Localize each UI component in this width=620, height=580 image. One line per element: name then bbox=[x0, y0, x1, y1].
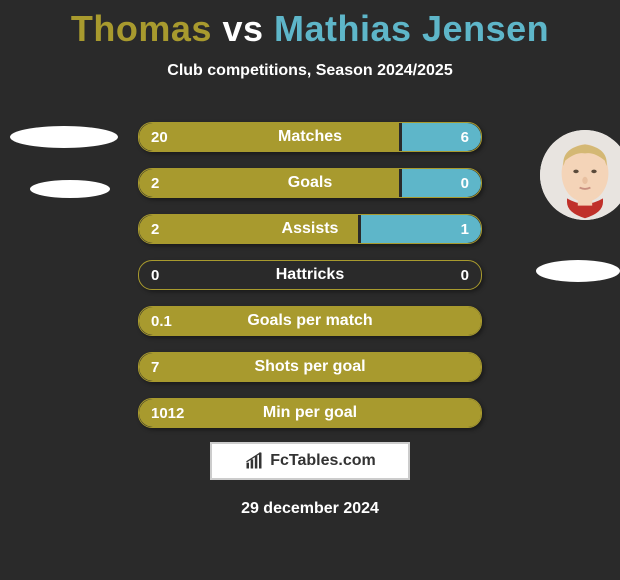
avatar-placeholder-shadow bbox=[536, 260, 620, 282]
bar-chart-icon bbox=[244, 451, 264, 471]
stat-label: Min per goal bbox=[139, 404, 481, 422]
stat-label: Assists bbox=[139, 220, 481, 238]
player2-name: Mathias Jensen bbox=[274, 8, 549, 49]
stat-label: Goals per match bbox=[139, 312, 481, 330]
comparison-title: Thomas vs Mathias Jensen bbox=[0, 0, 620, 50]
vs-text: vs bbox=[222, 8, 263, 49]
stat-row: 2Goals0 bbox=[138, 168, 482, 198]
avatar-placeholder-shadow bbox=[10, 126, 118, 148]
avatar-placeholder-shadow bbox=[30, 180, 110, 198]
player2-avatar bbox=[540, 130, 620, 220]
stat-row: 7Shots per goal bbox=[138, 352, 482, 382]
stat-value-right: 0 bbox=[461, 175, 469, 192]
badge-text: FcTables.com bbox=[270, 452, 376, 470]
stat-label: Hattricks bbox=[139, 266, 481, 284]
player-face-icon bbox=[540, 130, 620, 220]
stat-row: 0Hattricks0 bbox=[138, 260, 482, 290]
stat-row: 20Matches6 bbox=[138, 122, 482, 152]
stat-value-right: 1 bbox=[461, 221, 469, 238]
stat-row: 1012Min per goal bbox=[138, 398, 482, 428]
stat-row: 2Assists1 bbox=[138, 214, 482, 244]
stat-value-right: 6 bbox=[461, 129, 469, 146]
stat-value-right: 0 bbox=[461, 267, 469, 284]
stat-label: Matches bbox=[139, 128, 481, 146]
stat-label: Shots per goal bbox=[139, 358, 481, 376]
stat-row: 0.1Goals per match bbox=[138, 306, 482, 336]
stats-bars: 20Matches62Goals02Assists10Hattricks00.1… bbox=[138, 122, 482, 444]
date-text: 29 december 2024 bbox=[0, 500, 620, 518]
source-badge: FcTables.com bbox=[210, 442, 410, 480]
subtitle: Club competitions, Season 2024/2025 bbox=[0, 62, 620, 80]
player1-name: Thomas bbox=[71, 8, 212, 49]
stat-label: Goals bbox=[139, 174, 481, 192]
